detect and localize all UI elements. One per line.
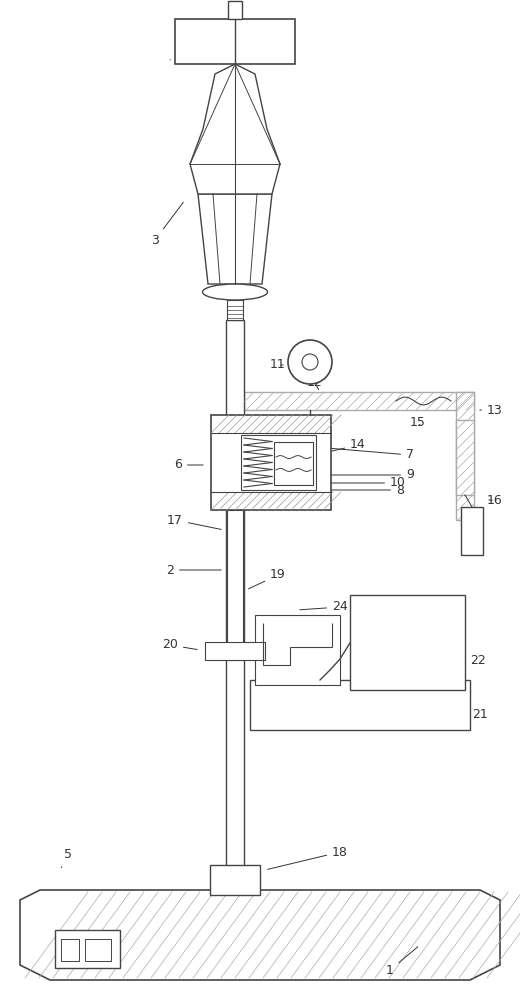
Text: 7: 7 (294, 445, 414, 462)
Bar (226, 320, 244, 890)
Text: 4: 4 (170, 41, 182, 60)
Text: 22: 22 (462, 647, 486, 666)
Bar (250, 680, 470, 730)
Text: 9: 9 (299, 468, 414, 482)
Text: 5: 5 (61, 848, 72, 868)
Bar (227, 510, 243, 660)
Polygon shape (20, 890, 500, 980)
Bar (175, 19, 295, 64)
Bar (241, 435, 316, 490)
Bar (85, 939, 111, 961)
Bar (210, 865, 260, 895)
Text: 14: 14 (318, 438, 366, 454)
Circle shape (288, 340, 332, 384)
Text: 2: 2 (166, 564, 221, 576)
Text: 24: 24 (300, 600, 348, 613)
Text: 21: 21 (462, 706, 488, 722)
Text: 17: 17 (167, 514, 222, 529)
Bar (461, 507, 483, 555)
Bar (456, 392, 474, 520)
Polygon shape (190, 64, 280, 194)
Bar (350, 595, 465, 690)
Text: 6: 6 (174, 458, 203, 472)
Text: 16: 16 (487, 493, 503, 506)
Text: 19: 19 (249, 568, 286, 589)
Text: 20: 20 (162, 639, 197, 652)
Text: 1: 1 (386, 947, 418, 976)
Text: 11: 11 (270, 359, 286, 371)
Text: 3: 3 (151, 202, 184, 246)
Bar (61, 939, 79, 961)
Bar (244, 392, 474, 410)
Text: 23: 23 (268, 625, 328, 642)
Text: 18: 18 (268, 846, 348, 869)
Bar (274, 442, 313, 485)
Text: 13: 13 (480, 403, 503, 416)
Text: 12: 12 (307, 376, 323, 390)
Polygon shape (198, 194, 272, 284)
Bar (55, 930, 120, 968)
Circle shape (302, 354, 318, 370)
Text: 15: 15 (410, 416, 426, 428)
Text: 10: 10 (294, 477, 406, 489)
Bar (456, 420, 474, 495)
Bar (205, 642, 265, 660)
Ellipse shape (202, 284, 267, 300)
Bar (255, 615, 340, 685)
Bar (228, 1, 242, 19)
Text: 8: 8 (299, 484, 404, 496)
Bar (211, 415, 331, 510)
Bar (227, 300, 243, 320)
